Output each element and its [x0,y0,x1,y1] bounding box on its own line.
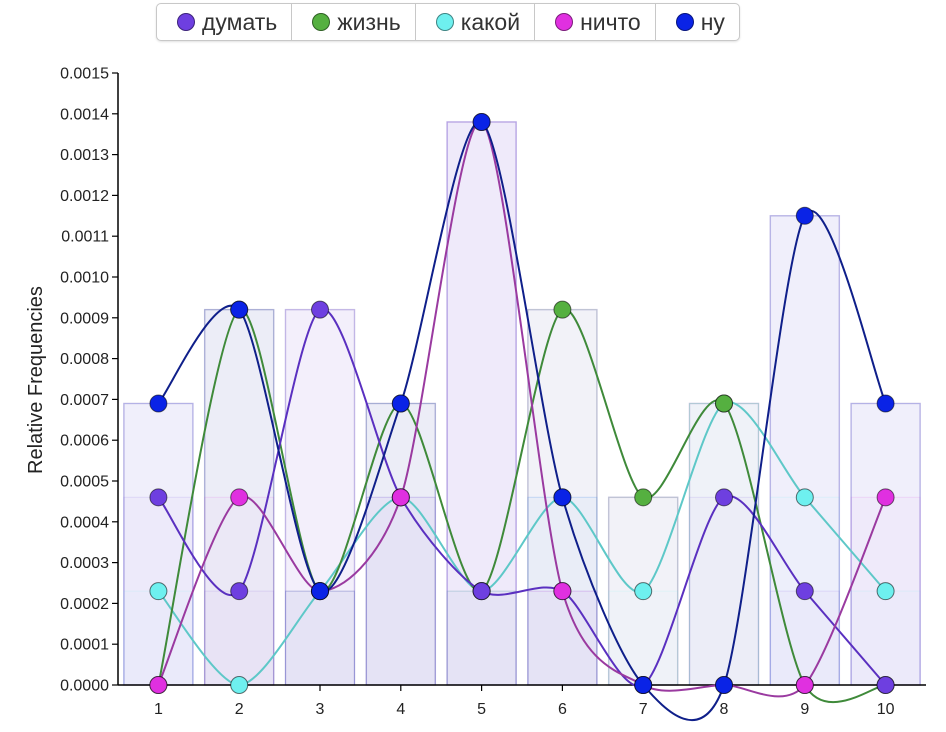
data-point[interactable] [634,676,653,694]
y-tick-label: 0.0015 [60,66,109,83]
x-tick-label: 8 [720,701,729,718]
data-point[interactable] [553,582,572,601]
legend-swatch [555,13,574,31]
data-point[interactable] [715,394,733,413]
data-point[interactable] [149,676,168,694]
legend-label: жизнь [337,8,401,35]
x-tick-label: 5 [477,701,486,718]
legend-item[interactable]: ничто [535,4,656,40]
legend-item[interactable]: ну [656,4,739,40]
y-tick-label: 0.0006 [60,433,109,450]
legend: думать жизнь какой ничто ну [156,3,740,41]
frequency-bar [688,402,760,686]
y-tick-label: 0.0001 [60,637,109,654]
data-point[interactable] [230,582,249,601]
data-point[interactable] [391,488,410,507]
series-line [157,120,887,698]
data-point[interactable] [795,582,814,601]
y-tick-label: 0.0000 [60,678,109,695]
series-line [157,120,887,722]
data-point[interactable] [876,582,895,601]
legend-swatch [675,13,694,31]
y-tick-label: 0.0007 [60,392,109,409]
y-tick-label: 0.0012 [60,188,109,205]
data-point[interactable] [795,676,814,694]
data-point[interactable] [634,582,653,601]
legend-item[interactable]: какой [416,4,536,40]
series-bar [365,402,436,686]
data-point[interactable] [634,488,653,507]
frequency-bar [123,402,194,686]
x-tick-label: 6 [558,701,567,718]
legend-label: ничто [580,8,641,35]
series-line [157,308,886,703]
data-point[interactable] [795,206,814,225]
data-point[interactable] [472,582,491,601]
data-point[interactable] [149,488,168,507]
points-layer [149,112,895,694]
series-bar [769,215,840,686]
x-tick-label: 3 [316,701,325,718]
data-point[interactable] [311,300,329,319]
data-point[interactable] [230,300,249,319]
data-point[interactable] [311,582,329,601]
data-point[interactable] [149,582,168,601]
y-tick-label: 0.0009 [60,310,109,327]
x-tick-label: 4 [396,701,405,718]
data-point[interactable] [553,488,572,507]
series-line [157,308,887,688]
y-tick-label: 0.0013 [60,147,109,164]
series-bar [285,590,355,686]
legend-item[interactable]: жизнь [292,4,416,40]
data-point[interactable] [230,676,249,694]
x-tick-label: 2 [235,701,244,718]
data-point[interactable] [876,394,895,413]
y-tick-label: 0.0010 [60,270,109,287]
y-axis-title: Relative Frequencies [25,286,47,474]
x-tick-label: 10 [877,701,895,718]
data-point[interactable] [472,112,491,131]
legend-swatch [177,13,195,31]
lines-layer [157,120,887,722]
y-tick-label: 0.0008 [60,351,109,368]
legend-label: думать [202,8,278,35]
data-point[interactable] [876,488,895,507]
y-tick-label: 0.0004 [60,514,109,531]
data-point[interactable] [715,488,733,507]
data-point[interactable] [715,676,733,694]
frequency-bar [850,402,921,686]
y-tick-label: 0.0005 [60,474,109,491]
x-tick-label: 9 [800,701,809,718]
data-point[interactable] [876,676,895,694]
axes-layer: 0.0000 0.0001 0.0002 0.0003 0.0004 0.0005 0.00… [60,66,926,718]
legend-label: какой [460,8,521,35]
data-point[interactable] [149,394,168,413]
series-bar [850,402,921,686]
y-tick-label: 0.0003 [60,555,109,572]
legend-label: ну [700,8,725,35]
series-bar [446,121,517,686]
data-point[interactable] [230,488,249,507]
y-tick-label: 0.0014 [60,106,109,123]
x-tick-label: 7 [639,701,648,718]
series-line [157,401,887,687]
legend-swatch [312,13,331,31]
data-point[interactable] [795,488,814,507]
bars-layer [123,121,921,686]
x-tick-label: 1 [154,701,163,718]
y-tick-label: 0.0011 [61,229,109,246]
y-tick-label: 0.0002 [60,596,109,613]
data-point[interactable] [553,300,572,319]
legend-item[interactable]: думать [157,4,293,40]
legend-swatch [435,13,454,31]
data-point[interactable] [391,394,410,413]
